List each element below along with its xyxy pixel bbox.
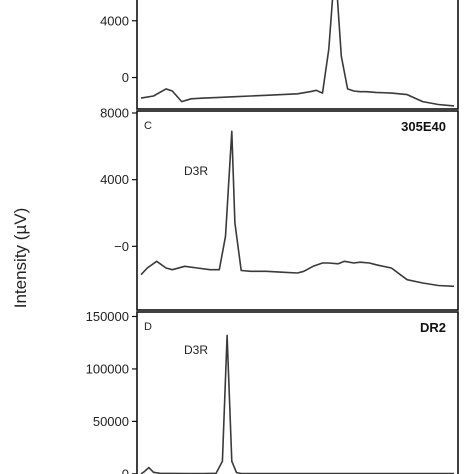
panel-c-letter: C [144, 120, 152, 132]
panel-c-trace [140, 130, 455, 288]
panel-3-tick-label: 150000 [86, 309, 129, 324]
panel-1-tick-label: 4000 [100, 13, 129, 28]
panel-c-name: 305E40 [401, 119, 446, 134]
panel-c-peak-label: D3R [184, 164, 208, 178]
panel-2-tick-label: 8000 [100, 106, 129, 121]
panel-d: D DR2 D3R 0 50000 100000 150000 [86, 309, 459, 474]
panel-1-tick-label: 0 [122, 70, 129, 85]
panel-1-trace [140, 0, 455, 107]
panel-1-frame [136, 0, 459, 110]
panel-2-tick-label: −0 [114, 239, 129, 254]
panel-3-tick-label: 100000 [86, 361, 129, 376]
panel-2-tick-label: 4000 [100, 172, 129, 187]
panel-d-frame [136, 311, 459, 474]
y-axis-label: Intensity (µV) [11, 208, 30, 309]
panel-d-name: DR2 [420, 320, 446, 335]
panel-1: 0 4000 [100, 0, 459, 110]
panel-3-tick-label: 0 [122, 466, 129, 474]
panel-3-tick-label: 50000 [93, 414, 129, 429]
panel-d-peak-label: D3R [184, 343, 208, 357]
panel-c: C 305E40 D3R −0 4000 8000 [100, 106, 459, 311]
panel-c-frame [136, 110, 459, 311]
panel-d-letter: D [144, 321, 152, 333]
